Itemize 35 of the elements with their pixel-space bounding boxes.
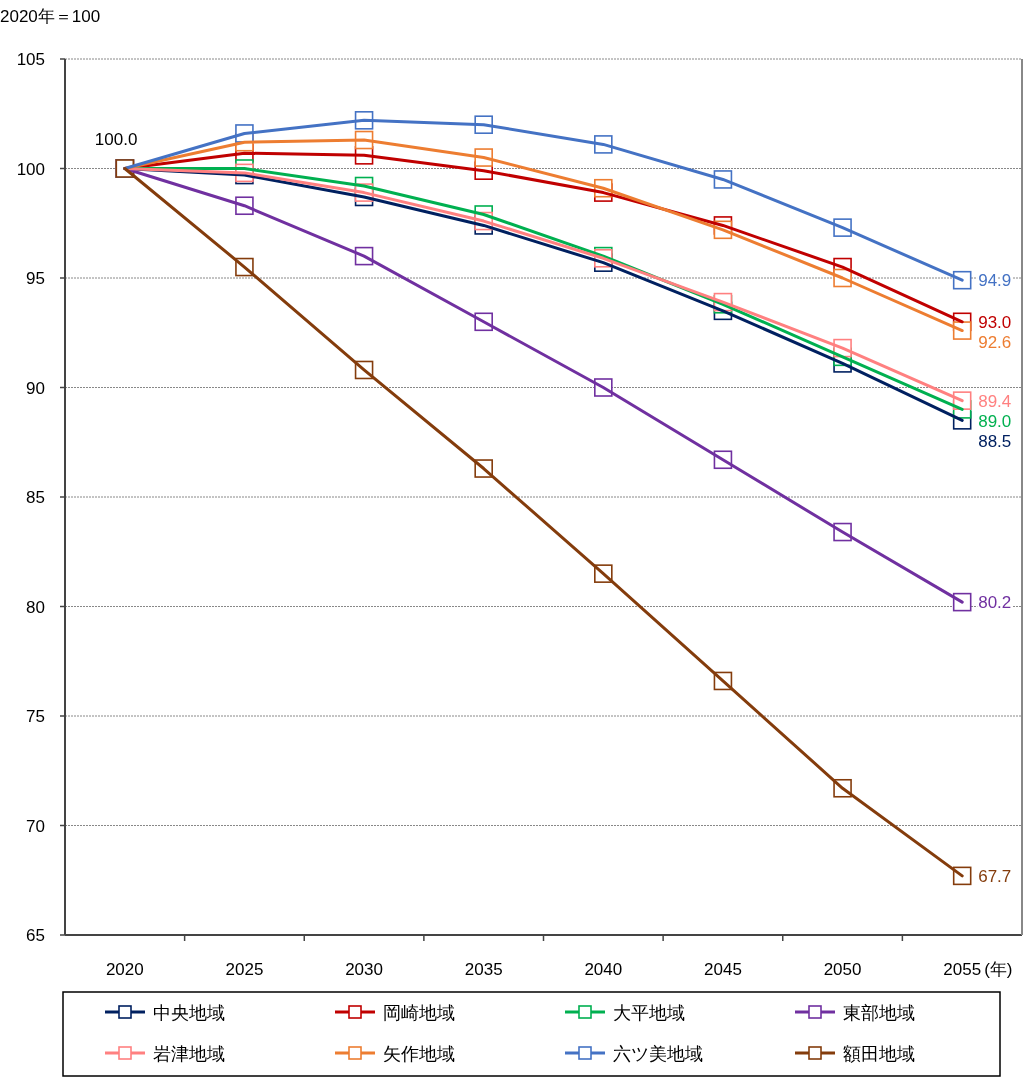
- x-tick-label: 2025: [225, 960, 264, 979]
- data-label: 89.4: [978, 391, 1012, 411]
- data-label: 93.0: [978, 312, 1012, 332]
- x-tick-label: 2035: [464, 960, 503, 979]
- legend-label: 岡崎地域: [383, 1003, 455, 1023]
- data-label: 92.6: [978, 332, 1012, 352]
- x-tick-label: 2030: [345, 960, 383, 979]
- x-tick-label: 2040: [584, 960, 623, 979]
- legend-label: 東部地域: [843, 1003, 915, 1023]
- y-tick-label: 105: [16, 50, 45, 69]
- y-tick-label: 90: [26, 378, 45, 398]
- y-tick-label: 95: [26, 269, 45, 288]
- y-tick-label: 70: [26, 816, 45, 836]
- x-tick-label: 2020: [105, 960, 144, 979]
- legend-label: 矢作地域: [383, 1044, 455, 1064]
- y-tick-label: 85: [26, 488, 45, 507]
- legend-label: 六ツ美地域: [613, 1044, 703, 1064]
- data-label: 88.5: [978, 431, 1012, 451]
- data-label: 100.0: [94, 129, 138, 149]
- y-tick-label: 65: [26, 926, 45, 945]
- data-label: 67.7: [978, 866, 1012, 886]
- y-tick-label: 75: [26, 707, 45, 726]
- x-tick-label: 2050: [823, 960, 862, 979]
- x-tick-label: 2055: [943, 960, 982, 979]
- legend-label: 大平地域: [613, 1003, 685, 1023]
- data-label: 94.9: [978, 271, 1012, 291]
- legend-label: 額田地域: [843, 1044, 915, 1064]
- legend-label: 中央地域: [153, 1003, 225, 1023]
- y-tick-label: 100: [16, 159, 45, 179]
- y-axis-title: 2020年＝100: [0, 7, 101, 26]
- x-tick-label: 2045: [704, 960, 742, 979]
- legend-label: 岩津地域: [153, 1044, 225, 1064]
- x-axis-title: (年): [984, 960, 1013, 979]
- data-label: 89.0: [978, 411, 1012, 431]
- y-tick-label: 80: [26, 597, 45, 617]
